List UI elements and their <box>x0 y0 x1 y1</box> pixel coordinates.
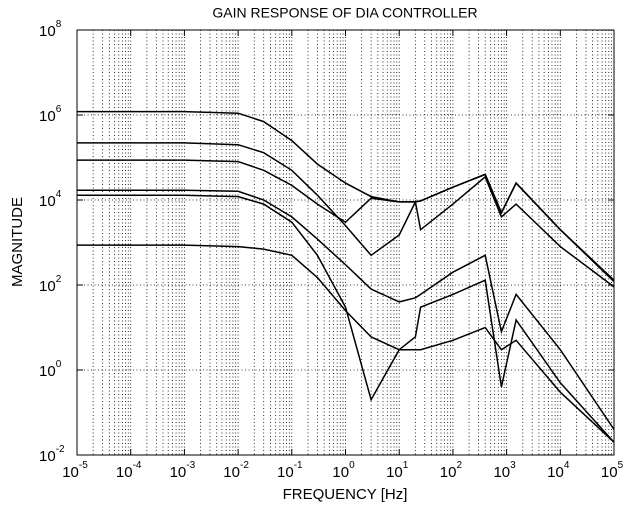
y-tick-label: 106 <box>39 104 62 125</box>
tick-base: 10 <box>386 464 403 481</box>
tick-exponent: -3 <box>186 460 195 471</box>
tick-exponent: -5 <box>79 460 88 471</box>
x-tick-label: 10-5 <box>62 460 88 481</box>
tick-base: 10 <box>39 108 56 125</box>
tick-base: 10 <box>223 464 240 481</box>
tick-exponent: 5 <box>618 460 624 471</box>
tick-base: 10 <box>547 464 564 481</box>
x-axis-label: FREQUENCY [Hz] <box>283 486 408 503</box>
series-line <box>77 159 615 283</box>
tick-base: 10 <box>440 464 457 481</box>
y-tick-label: 100 <box>39 359 62 380</box>
tick-base: 10 <box>39 448 56 465</box>
tick-base: 10 <box>493 464 510 481</box>
tick-base: 10 <box>170 464 187 481</box>
tick-base: 10 <box>116 464 133 481</box>
x-tick-label: 104 <box>547 460 570 481</box>
series-line <box>77 244 615 443</box>
y-tick-label: 104 <box>39 189 62 210</box>
tick-exponent: 8 <box>56 19 62 30</box>
tick-exponent: 1 <box>403 460 409 471</box>
tick-exponent: 2 <box>56 274 62 285</box>
tick-exponent: 6 <box>56 104 62 115</box>
series-line <box>77 142 615 288</box>
tick-exponent: 4 <box>56 189 62 200</box>
tick-exponent: 4 <box>564 460 570 471</box>
x-tick-label: 102 <box>440 460 463 481</box>
tick-base: 10 <box>277 464 294 481</box>
tick-exponent: 0 <box>349 460 355 471</box>
y-tick-label: 10-2 <box>39 444 65 465</box>
y-axis-label: MAGNITUDE <box>9 197 26 287</box>
tick-base: 10 <box>62 464 79 481</box>
y-tick-label: 108 <box>39 19 62 40</box>
x-tick-label: 10-2 <box>223 460 249 481</box>
tick-base: 10 <box>39 363 56 380</box>
tick-base: 10 <box>39 193 56 210</box>
tick-base: 10 <box>39 278 56 295</box>
x-tick-label: 103 <box>493 460 516 481</box>
tick-exponent: 2 <box>456 460 462 471</box>
x-tick-label: 105 <box>601 460 624 481</box>
x-tick-label: 10-3 <box>170 460 196 481</box>
tick-base: 10 <box>601 464 618 481</box>
tick-exponent: 3 <box>510 460 516 471</box>
tick-base: 10 <box>39 23 56 40</box>
y-tick-label: 102 <box>39 274 62 295</box>
x-tick-label: 100 <box>332 460 355 481</box>
plot-frame <box>76 29 615 456</box>
tick-exponent: -2 <box>240 460 249 471</box>
tick-exponent: -4 <box>133 460 142 471</box>
x-tick-label: 101 <box>386 460 409 481</box>
tick-base: 10 <box>332 464 349 481</box>
tick-exponent: -2 <box>56 444 65 455</box>
series-line <box>77 189 615 430</box>
x-tick-label: 10-4 <box>116 460 142 481</box>
tick-exponent: 0 <box>56 359 62 370</box>
tick-exponent: -1 <box>294 460 303 471</box>
x-tick-label: 10-1 <box>277 460 303 481</box>
chart-title: GAIN RESPONSE OF DIA CONTROLLER <box>212 5 477 21</box>
